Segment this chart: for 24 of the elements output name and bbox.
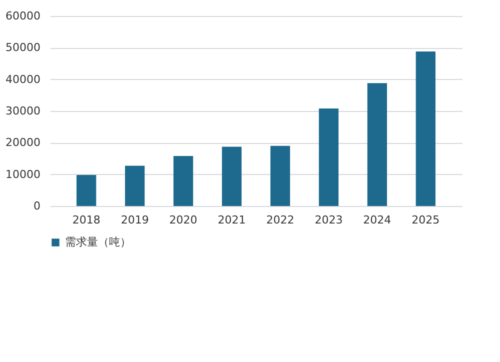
- bar: [125, 166, 145, 206]
- legend-label: 需求量（吨）: [65, 236, 131, 248]
- x-tick-label: 2022: [266, 214, 294, 226]
- bar: [222, 146, 242, 206]
- x-tick-label: 2024: [363, 214, 392, 226]
- x-tick-label: 2025: [412, 214, 440, 226]
- bar: [270, 146, 290, 206]
- x-tick-label: 2020: [169, 214, 198, 226]
- bar: [76, 174, 96, 206]
- bar: [367, 83, 387, 206]
- y-tick-label: 10000: [6, 168, 40, 181]
- x-tick-label: 2021: [218, 214, 246, 226]
- y-tick-label: 30000: [6, 104, 40, 118]
- y-tick-label: 0: [34, 200, 40, 212]
- y-tick-label: 50000: [6, 41, 40, 54]
- y-tick-label: 60000: [6, 10, 40, 22]
- x-tick-label: 2018: [72, 214, 100, 226]
- x-tick-label: 2023: [314, 214, 343, 226]
- x-tick-label: 2019: [120, 214, 149, 226]
- y-tick-label: 20000: [6, 136, 40, 150]
- bar: [416, 51, 436, 206]
- y-tick-label: 40000: [6, 72, 40, 86]
- bar: [173, 156, 194, 206]
- bar: [318, 108, 339, 206]
